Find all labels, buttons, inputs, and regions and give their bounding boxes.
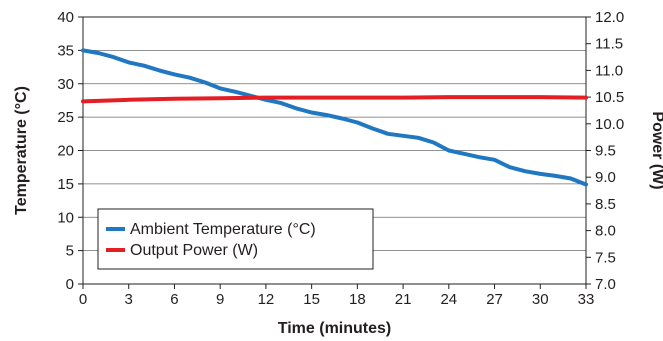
y-left-tick-label: 40 — [57, 9, 74, 26]
y-left-tick-label: 25 — [57, 109, 74, 126]
y-right-tick-label: 8.5 — [595, 196, 616, 213]
x-tick-label: 18 — [349, 291, 366, 308]
y-left-tick-label: 20 — [57, 143, 74, 160]
y-right-tick-label: 10.5 — [595, 89, 624, 106]
x-tick-label: 24 — [440, 291, 457, 308]
legend-box — [97, 208, 374, 270]
x-tick-label: 33 — [578, 291, 595, 308]
x-tick-label: 3 — [125, 291, 133, 308]
y-left-tick-label: 10 — [57, 209, 74, 226]
y-left-tick-label: 0 — [66, 276, 74, 293]
y-left-tick-label: 5 — [66, 243, 74, 260]
y-right-tick-label: 11.5 — [595, 36, 623, 53]
y-left-tick-label: 35 — [57, 42, 74, 59]
series-line-temperature — [81, 48, 588, 187]
y-right-tick-label: 12.0 — [595, 9, 624, 26]
x-tick-label: 27 — [486, 291, 503, 308]
x-tick-label: 15 — [303, 291, 320, 308]
y-axis-left: 0 5 10 15 20 25 30 35 40 — [57, 9, 83, 293]
y-left-tick-label: 15 — [57, 176, 74, 193]
y-axis-right: 7.0 7.5 8.0 8.5 9.0 9.5 10.0 10.5 11.0 11.5 12.0 — [586, 9, 624, 293]
x-axis-title: Time (minutes) — [278, 320, 392, 337]
y-left-tick-label: 30 — [57, 76, 74, 93]
legend: Ambient Temperature (°C) Output Power (W… — [97, 208, 374, 270]
y-right-tick-label: 7.0 — [595, 276, 616, 293]
x-tick-label: 9 — [216, 291, 224, 308]
y-right-tick-label: 9.0 — [595, 169, 616, 186]
x-tick-label: 12 — [258, 291, 275, 308]
y-right-tick-label: 7.5 — [595, 249, 616, 266]
x-tick-label: 21 — [395, 291, 412, 308]
x-axis: 0 3 6 9 12 15 18 21 24 27 30 33 — [79, 284, 595, 308]
x-tick-label: 0 — [79, 291, 87, 308]
series-line-power — [81, 95, 588, 104]
x-tick-label: 6 — [170, 291, 178, 308]
y-right-tick-label: 9.5 — [595, 143, 616, 160]
y-axis-right-title: Power (W) — [649, 111, 663, 189]
legend-label-temperature: Ambient Temperature (°C) — [130, 221, 316, 238]
y-right-tick-label: 8.0 — [595, 223, 616, 240]
y-right-tick-label: 11.0 — [595, 62, 623, 79]
y-axis-left-title: Temperature (°C) — [13, 86, 30, 215]
series-layer — [81, 48, 588, 187]
legend-label-power: Output Power (W) — [130, 242, 258, 259]
x-tick-label: 30 — [532, 291, 549, 308]
y-right-tick-label: 10.0 — [595, 116, 624, 133]
